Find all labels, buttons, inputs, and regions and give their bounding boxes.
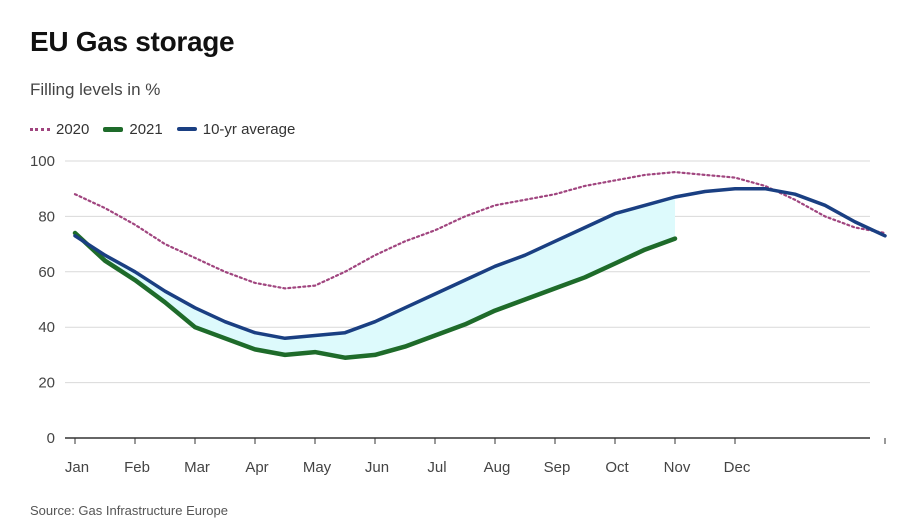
x-tick-label: May: [303, 459, 332, 476]
x-tick-label: Feb: [124, 459, 150, 476]
series-line-2021: [72, 230, 678, 360]
x-tick-label: Mar: [184, 459, 210, 476]
x-tick-label: Nov: [664, 459, 691, 476]
y-tick-label: 20: [38, 375, 55, 392]
legend-swatch-green: [103, 126, 124, 132]
y-tick-label: 80: [38, 208, 55, 225]
x-tick-label: Jun: [365, 459, 389, 476]
x-tick-label: Oct: [605, 459, 629, 476]
legend-item-2021: 2021: [103, 120, 163, 138]
y-tick-label: 60: [38, 264, 55, 281]
chart-title: EU Gas storage: [30, 26, 235, 57]
x-tick-label: Sep: [544, 459, 571, 476]
legend-label-2020: 2020: [56, 120, 90, 138]
x-tick-label: Aug: [484, 459, 511, 476]
legend-item-2020: 2020: [30, 121, 89, 138]
y-tick-label: 0: [47, 430, 55, 447]
legend-swatch-blue: [176, 127, 197, 131]
legend-label-2021: 2021: [129, 120, 163, 138]
chart-subtitle: Filling levels in %: [30, 80, 161, 99]
x-tick-label: Jan: [65, 459, 89, 476]
x-tick-label: Apr: [245, 459, 268, 476]
legend-swatch-dotted: [30, 127, 50, 131]
x-tick-label: Jul: [427, 459, 446, 476]
gap-shaded-area: [75, 197, 675, 358]
legend-label-average: 10-yr average: [202, 120, 296, 138]
legend: 2020 2021 10-yr average: [30, 118, 309, 140]
line-chart: 0 20 40 60 80 100 Jan Feb Mar Apr May Jun Jul Aug Sep O…: [30, 153, 887, 476]
y-tick-label: 100: [30, 153, 55, 170]
series-line-2020: [73, 171, 887, 290]
x-tick-label: Dec: [724, 459, 751, 476]
legend-item-average: 10-yr average: [176, 120, 296, 138]
series-line-10yr-average: [73, 186, 887, 341]
y-tick-label: 40: [38, 319, 55, 336]
source-note: Source: Gas Infrastructure Europe: [30, 503, 228, 518]
